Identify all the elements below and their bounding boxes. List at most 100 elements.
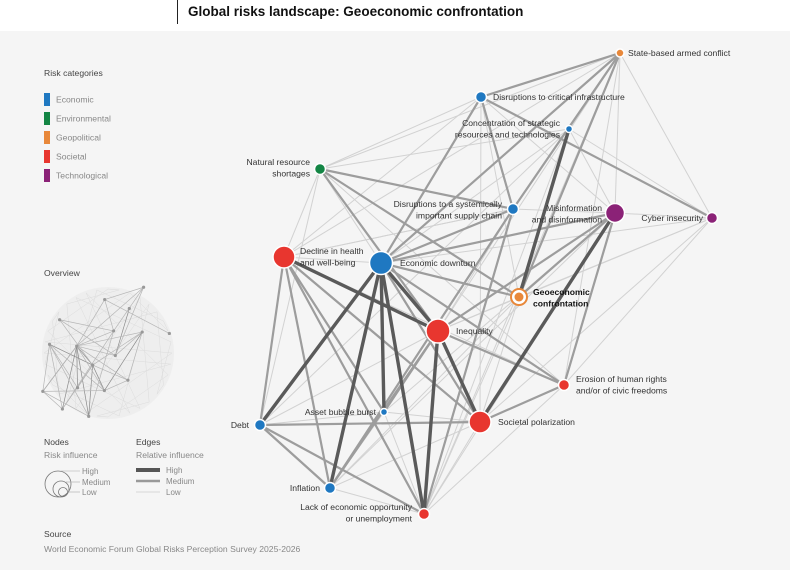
node-label-mis: Misinformation and disinformation — [532, 203, 602, 225]
node-ehr[interactable] — [557, 378, 571, 392]
overview-mesh-line — [163, 320, 169, 332]
edge-dhw-ecd — [283, 256, 382, 264]
edge-geo-inf — [329, 296, 520, 489]
overview-mesh-line — [156, 384, 164, 395]
overview-edge — [104, 299, 170, 334]
overview-edge — [92, 331, 143, 366]
overview-mesh-line — [43, 352, 172, 365]
edge-sac-nrs — [319, 52, 621, 170]
node-label-dhw: Decline in health and well-being — [300, 246, 364, 268]
overview-edge — [104, 331, 143, 391]
overview-edge — [42, 390, 105, 392]
network-nodes — [253, 48, 719, 521]
node-csr[interactable] — [564, 124, 574, 134]
node-mis[interactable] — [604, 202, 626, 224]
node-label-inf: Inflation — [290, 483, 320, 493]
edge-geo-ine — [437, 296, 520, 332]
node-ine[interactable] — [425, 318, 451, 344]
overview-edge — [115, 331, 143, 356]
network-edges — [258, 51, 714, 516]
edge-dsc-ecd — [379, 207, 515, 265]
overview-edge — [114, 308, 130, 356]
overview-node-ehr — [126, 378, 130, 382]
overview-mesh-line — [156, 341, 172, 395]
node-nrs[interactable] — [313, 162, 327, 176]
edge-ecd-leo — [379, 261, 426, 516]
network-labels: State-based armed conflict Disruptions to… — [231, 48, 731, 524]
edge-ehr-spo — [478, 383, 566, 424]
node-abb[interactable] — [379, 407, 389, 417]
overview-mesh-line — [52, 320, 60, 395]
overview-mesh-line — [85, 292, 169, 376]
overview-node-nrs — [58, 318, 62, 322]
source-heading: Source — [44, 529, 71, 539]
overview-minimap[interactable] — [41, 285, 174, 419]
node-label-cyb: Cyber insecurity — [641, 213, 703, 223]
edge-mis-cyb — [614, 212, 713, 219]
overview-edge — [59, 319, 93, 366]
edge-sac-geo — [517, 51, 622, 299]
node-dci[interactable] — [474, 90, 488, 104]
overview-edge — [42, 391, 89, 417]
node-label-debt: Debt — [231, 420, 250, 430]
node-geo-core — [514, 292, 524, 302]
node-label-spo: Societal polarization — [498, 417, 575, 427]
node-label-ine: Inequality — [456, 326, 493, 336]
node-label-dsc: Disruptions to a systemically important s… — [394, 199, 503, 221]
overview-mesh-line — [66, 289, 98, 403]
category-label-geopolitical: Geopolitical — [56, 133, 101, 143]
overview-mesh-line — [107, 288, 120, 291]
overview-mesh-line — [47, 374, 53, 386]
node-dhw[interactable] — [272, 245, 296, 269]
edge-csr-geo — [517, 127, 571, 299]
edge-mis-ecd — [379, 211, 617, 265]
overview-edge — [49, 344, 93, 366]
node-debt[interactable] — [253, 418, 267, 432]
node-size-key: High Medium Low — [44, 467, 111, 498]
node-ecd[interactable] — [368, 250, 394, 276]
category-swatch-technological — [44, 169, 50, 182]
overview-node-mis — [140, 330, 144, 334]
overview-edge — [42, 391, 63, 410]
node-cyb[interactable] — [705, 211, 719, 225]
node-leo[interactable] — [417, 507, 431, 521]
overview-node-geo — [113, 353, 117, 358]
overview-edge — [76, 345, 90, 417]
source-note: Source World Economic Forum Global Risks… — [44, 529, 301, 554]
edge-geo-spo — [479, 296, 520, 423]
edge-inf-leo — [329, 487, 425, 515]
edge-csr-cyb — [568, 128, 713, 219]
edge-dhw-ine — [282, 255, 440, 333]
overview-edge — [49, 344, 105, 391]
edge-cyb-spo — [479, 217, 713, 423]
overview-edge — [77, 364, 93, 388]
node-level-high: High — [82, 467, 98, 476]
overview-mesh-line — [96, 401, 150, 417]
overview-edge — [76, 346, 78, 388]
edge-csr-ecd — [380, 128, 570, 264]
overview-node-ecd — [75, 344, 79, 348]
edge-cyb-geo — [518, 217, 713, 298]
risk-categories-heading: Risk categories — [44, 68, 103, 78]
overview-mesh-line — [156, 311, 164, 386]
edge-nrs-debt — [259, 168, 321, 426]
edge-nrs-ine — [318, 167, 440, 333]
edge-sac-ecd — [379, 51, 622, 265]
node-inf[interactable] — [323, 481, 337, 495]
edge-debt-leo — [258, 423, 426, 516]
node-spo[interactable] — [468, 410, 492, 434]
category-label-societal: Societal — [56, 152, 87, 162]
overview-mesh-line — [129, 292, 169, 332]
edge-dci-nrs — [319, 96, 482, 170]
category-swatch-societal — [44, 150, 50, 163]
overview-mesh-line — [47, 330, 131, 414]
node-dsc[interactable] — [506, 202, 520, 216]
overview-node-debt — [41, 389, 45, 393]
edge-mis-ehr — [562, 211, 617, 387]
edge-sac-mis — [614, 52, 621, 214]
edges-legend-subheading: Relative influence — [136, 450, 204, 460]
edge-abb-leo — [383, 411, 425, 515]
overview-edge — [92, 364, 129, 381]
node-sac[interactable] — [615, 48, 625, 58]
